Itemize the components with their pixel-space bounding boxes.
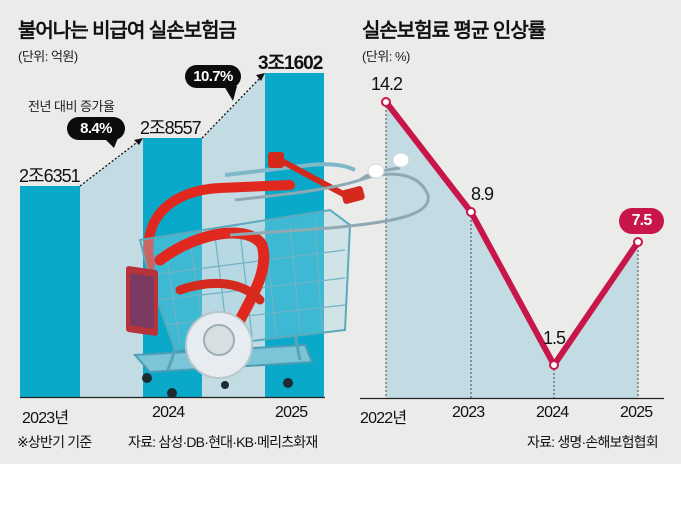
bubble-tail	[224, 86, 237, 101]
point-value-2022: 14.2	[371, 74, 403, 94]
arrowhead-icon	[256, 73, 265, 81]
bar-2023	[20, 186, 80, 397]
growth-bubble-2024: 8.4%	[67, 117, 125, 140]
left-chart-unit: (단위: 억원)	[18, 49, 78, 64]
arrowhead-icon	[134, 138, 143, 145]
chart-graphics	[20, 73, 664, 400]
x-label-2025: 2025	[275, 404, 308, 421]
x-label-2023: 2023년	[22, 410, 69, 427]
x-label-r-2024: 2024	[536, 404, 569, 421]
right-source: 자료: 생명·손해보험협회	[527, 434, 659, 450]
bar-2025	[265, 73, 324, 397]
bar-value-2024: 2조8557	[140, 118, 202, 138]
growth-bubble-2025: 10.7%	[185, 65, 241, 88]
right-chart-unit: (단위: %)	[362, 49, 410, 64]
bar-value-2023: 2조6351	[19, 166, 81, 186]
left-footnote: ※상반기 기준	[17, 434, 92, 450]
highlight-value-2025: 7.5	[619, 208, 664, 234]
x-label-2024: 2024	[152, 404, 185, 421]
x-label-r-2023: 2023	[452, 404, 485, 421]
right-chart-title: 실손보험료 평균 인상률	[362, 20, 546, 42]
line-markers	[381, 97, 643, 370]
bubble-tail	[104, 138, 118, 148]
growth-arrows	[79, 75, 263, 187]
point-value-2024: 1.5	[543, 328, 566, 348]
left-source: 자료: 삼성·DB·현대·KB·메리츠화재	[128, 434, 318, 450]
growth-rate-label: 전년 대비 증가율	[28, 99, 115, 114]
bar-value-2025: 3조1602	[258, 53, 323, 74]
x-label-2022: 2022년	[360, 410, 407, 427]
left-chart-title: 불어나는 비급여 실손보험금	[18, 20, 237, 42]
drop-lines	[385, 106, 639, 398]
point-value-2023: 8.9	[471, 184, 494, 204]
x-label-r-2025: 2025	[620, 404, 653, 421]
shopping-cart-stethoscope-illustration	[126, 152, 430, 398]
rate-line	[383, 99, 641, 368]
line-area-fill	[386, 102, 638, 398]
